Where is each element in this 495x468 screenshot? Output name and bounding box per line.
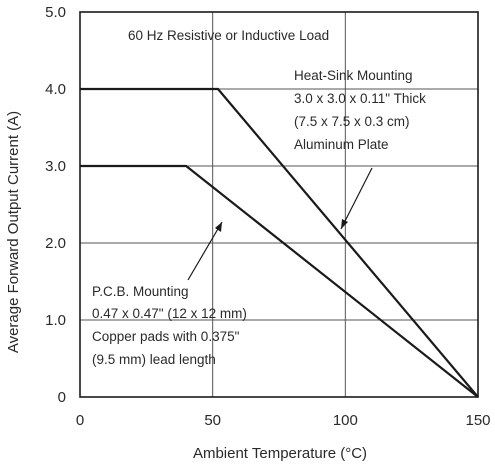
y-tick-label: 4.0: [45, 81, 66, 98]
series-group: [80, 87, 479, 398]
pcb-line-1: P.C.B. Mounting: [92, 284, 189, 299]
x-tick-label: 100: [333, 412, 358, 429]
heat-sink-line-2: 3.0 x 3.0 x 0.11" Thick: [294, 91, 426, 106]
pcb-line-3: Copper pads with 0.375": [92, 329, 240, 344]
y-tick-label: 1.0: [45, 312, 66, 329]
heat-sink-line-3: (7.5 x 7.5 x 0.3 cm): [294, 114, 410, 129]
y-tick-label: 5.0: [45, 4, 66, 21]
heat-sink-line-1: Heat-Sink Mounting: [294, 68, 413, 83]
y-tick-label: 3.0: [45, 158, 66, 175]
pcb-pointer-line: [187, 221, 223, 281]
load-condition-note: 60 Hz Resistive or Inductive Load: [128, 28, 329, 43]
plot-frame: [79, 11, 479, 398]
y-axis-label: Average Forward Output Current (A): [5, 111, 22, 353]
pcb-line-4: (9.5 mm) lead length: [92, 352, 216, 367]
heat-sink-pointer-arrowhead: [341, 219, 348, 229]
heat-sink-pointer: [340, 167, 373, 230]
y-tick-label: 0: [58, 389, 66, 406]
pcb-derating-line: [80, 164, 479, 398]
x-tick-label: 50: [204, 412, 221, 429]
pcb-pointer-arrowhead: [215, 222, 222, 232]
y-tick-label: 2.0: [45, 235, 66, 252]
x-tick-label: 0: [76, 412, 84, 429]
heat-sink-derating-line: [80, 87, 479, 398]
heat-sink-pointer-line: [340, 167, 373, 230]
x-axis-label: Ambient Temperature (°C): [193, 445, 367, 462]
pcb-note: P.C.B. Mounting 0.47 x 0.47" (12 x 12 mm…: [92, 284, 247, 367]
pcb-pointer: [187, 221, 223, 281]
heat-sink-note: Heat-Sink Mounting 3.0 x 3.0 x 0.11" Thi…: [294, 68, 426, 152]
tick-labels: 0 1.0 2.0 3.0 4.0 5.0 0 50 100 150: [45, 4, 490, 429]
pcb-line-2: 0.47 x 0.47" (12 x 12 mm): [92, 306, 247, 321]
x-tick-label: 150: [465, 412, 490, 429]
heat-sink-line-4: Aluminum Plate: [294, 137, 389, 152]
